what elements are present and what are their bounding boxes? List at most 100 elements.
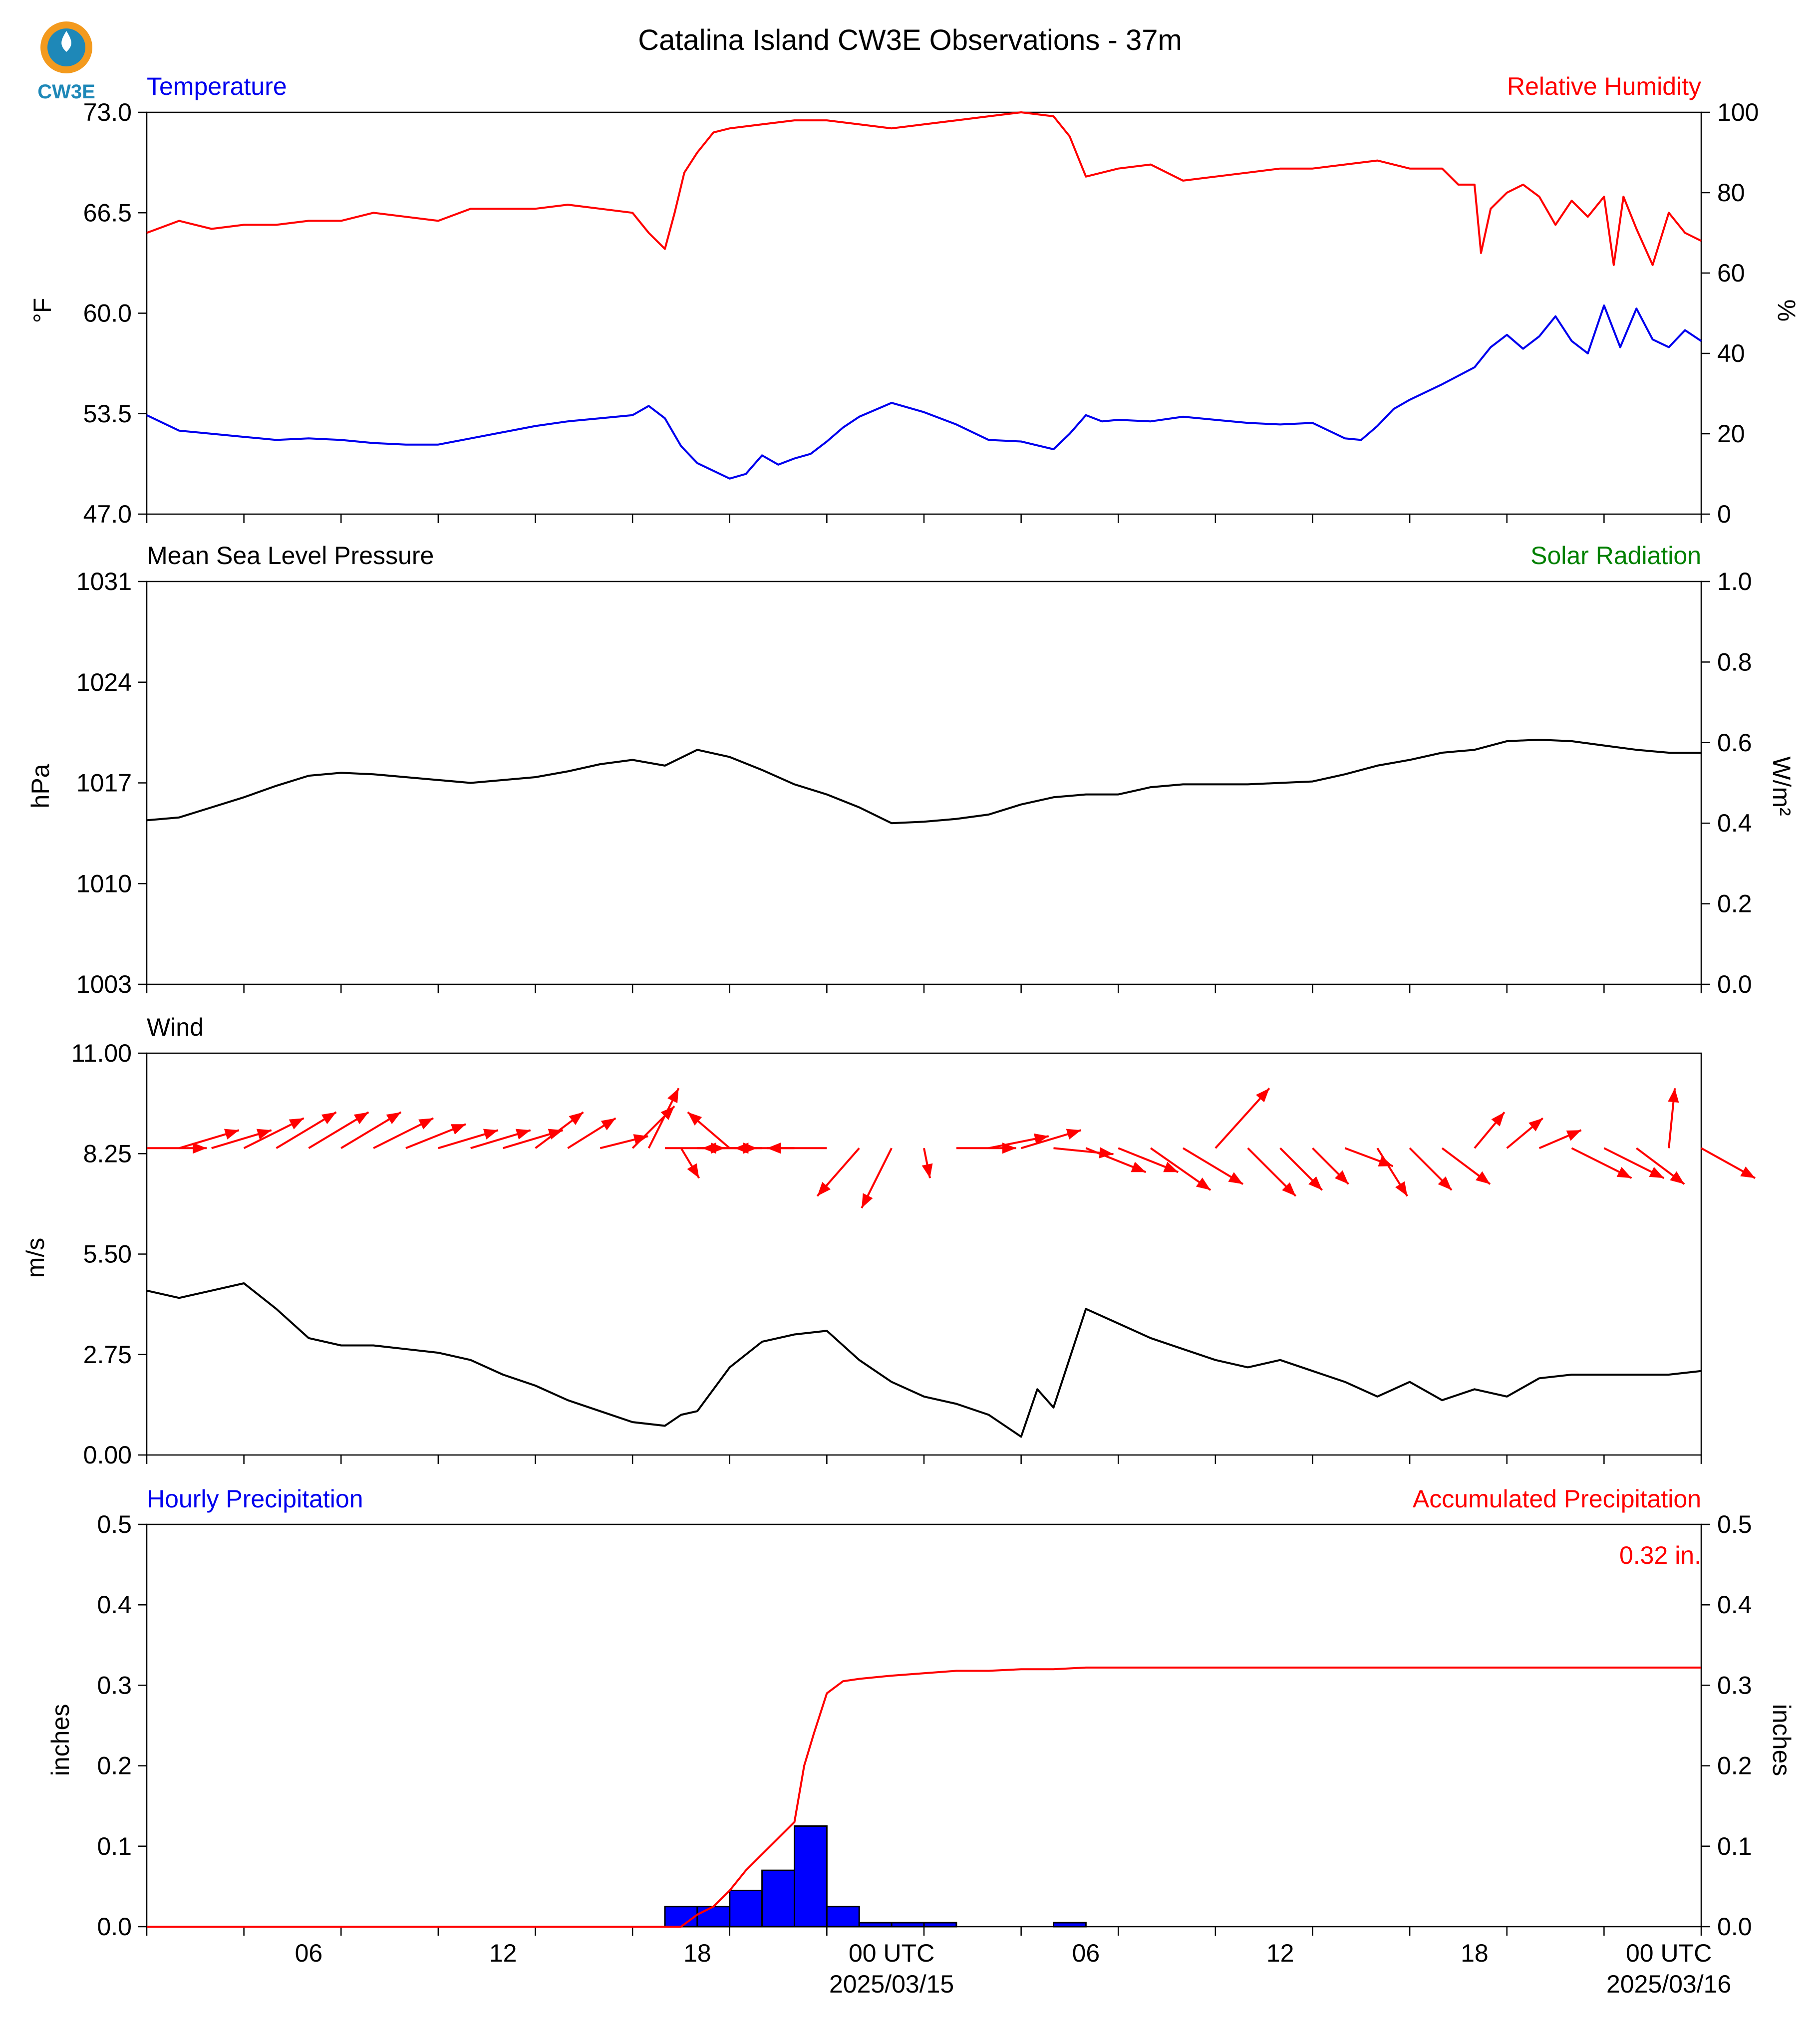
pressure-label: Mean Sea Level Pressure — [147, 542, 434, 570]
x-tick-label: 00 UTC — [1626, 1939, 1712, 1967]
y-tick-label: 0.3 — [97, 1671, 132, 1699]
wind-arrow-head — [1438, 1176, 1452, 1190]
y-tick-label: 1017 — [76, 769, 132, 797]
precip-bar — [891, 1922, 925, 1928]
temperature-humidity-series-line-1 — [146, 111, 1702, 266]
precip-bar — [794, 1825, 828, 1928]
wind-arrow-head — [1034, 1133, 1049, 1145]
y-tick-label: 60.0 — [83, 299, 132, 327]
plot-frame — [146, 111, 1702, 515]
wind-arrow-head — [702, 1143, 716, 1154]
y-tick-label: 1003 — [76, 970, 132, 998]
precip-unit-label-right: inches — [1768, 1704, 1796, 1776]
wind-arrow-head — [1334, 1170, 1349, 1184]
wind-arrow-head — [1649, 1166, 1664, 1178]
y-right-tick-label: 1.0 — [1717, 568, 1752, 595]
wind-arrow-head — [1566, 1130, 1581, 1141]
y-right-tick-label: 0.6 — [1717, 729, 1752, 757]
y-tick-label: 66.5 — [83, 199, 132, 227]
temperature-humidity-series-line-0 — [146, 304, 1702, 480]
wind-arrow-head — [817, 1181, 831, 1196]
x-tick-label: 18 — [683, 1939, 711, 1967]
precip-bar — [696, 1906, 731, 1928]
wind-arrow-head — [1196, 1177, 1211, 1190]
y-right-tick-label: 0.2 — [1717, 1752, 1752, 1780]
y-tick-label: 5.50 — [83, 1240, 132, 1268]
precip-bar — [729, 1889, 763, 1928]
wind-arrow-head — [386, 1112, 401, 1125]
y-right-tick-label: 0.1 — [1717, 1832, 1752, 1860]
x-date-label: 2025/03/15 — [829, 1970, 954, 1998]
wind-arrow-head — [1066, 1129, 1081, 1140]
y-tick-label: 11.00 — [71, 1039, 132, 1067]
temperature-unit-label: °F — [28, 298, 56, 323]
y-right-tick-label: 0.0 — [1717, 1913, 1752, 1941]
wind-arrow-head — [1255, 1088, 1269, 1103]
y-right-tick-label: 20 — [1717, 420, 1745, 448]
wind-arrow-head — [289, 1118, 304, 1130]
logo-drop-icon — [61, 31, 71, 52]
wind-arrow-head — [353, 1112, 369, 1125]
wind-arrow-head — [687, 1112, 702, 1126]
cw3e-logo: CW3E — [37, 21, 95, 103]
y-right-tick-label: 0.8 — [1717, 648, 1752, 676]
wind-arrow-head — [1228, 1172, 1243, 1184]
y-tick-label: 0.00 — [83, 1441, 132, 1469]
solar-unit-label: W/m² — [1768, 756, 1796, 816]
hourly-precip-label: Hourly Precipitation — [147, 1485, 363, 1513]
wind-arrow-head — [1491, 1112, 1505, 1127]
x-tick-label: 18 — [1461, 1939, 1489, 1967]
wind-arrow-head — [1395, 1181, 1408, 1196]
wind-arrow-head — [321, 1112, 336, 1125]
x-tick-label: 12 — [489, 1939, 517, 1967]
wind-arrow-head — [451, 1124, 466, 1135]
wind-arrow-head — [1528, 1118, 1543, 1132]
precip-bar — [664, 1906, 698, 1928]
accum-precip-label: Accumulated Precipitation — [1413, 1485, 1701, 1513]
y-right-tick-label: 0.3 — [1717, 1671, 1752, 1699]
y-right-tick-label: 0 — [1717, 500, 1731, 528]
y-tick-label: 0.1 — [97, 1832, 132, 1860]
pressure-solar-panel: Mean Sea Level Pressure Solar Radiation … — [26, 542, 1796, 998]
y-tick-label: 8.25 — [83, 1140, 132, 1167]
wind-arrow-head — [1308, 1176, 1322, 1190]
plot-frame — [146, 580, 1702, 985]
precip-unit-label-left: inches — [46, 1704, 74, 1776]
precip-bar — [858, 1922, 893, 1928]
plot-frame — [146, 1052, 1702, 1456]
y-right-tick-label: 0.5 — [1717, 1510, 1752, 1538]
y-right-tick-label: 0.4 — [1717, 809, 1752, 837]
wind-arrow-head — [921, 1163, 933, 1178]
y-right-tick-label: 0.4 — [1717, 1591, 1752, 1619]
wind-arrow-head — [667, 1088, 679, 1104]
wind-arrow-head — [862, 1193, 873, 1208]
x-tick-label: 06 — [295, 1939, 323, 1967]
x-date-label: 2025/03/16 — [1606, 1970, 1731, 1998]
y-right-tick-label: 0.2 — [1717, 890, 1752, 918]
y-tick-label: 0.2 — [97, 1752, 132, 1780]
wind-arrow-head — [1668, 1088, 1679, 1103]
pressure-solar-series-line-0 — [146, 739, 1701, 825]
y-tick-label: 2.75 — [83, 1341, 132, 1369]
y-tick-label: 47.0 — [83, 500, 132, 528]
y-tick-label: 0.4 — [97, 1591, 132, 1619]
wind-unit-label: m/s — [21, 1238, 49, 1278]
y-right-tick-label: 100 — [1717, 98, 1759, 126]
precip-bar — [761, 1869, 795, 1928]
y-tick-label: 1024 — [76, 668, 132, 696]
temperature-label: Temperature — [147, 72, 287, 100]
wind-arrow-head — [1476, 1171, 1490, 1184]
wind-series-line-0 — [146, 1282, 1702, 1438]
y-tick-label: 0.5 — [97, 1510, 132, 1538]
accum-precip-line — [147, 1666, 1701, 1928]
wind-arrow-head — [660, 1106, 675, 1120]
precip-bar — [923, 1922, 957, 1928]
wind-arrow-head — [601, 1118, 616, 1131]
y-tick-label: 1031 — [76, 568, 132, 595]
wind-arrow-head — [515, 1129, 531, 1140]
precip-bar — [1053, 1922, 1087, 1928]
wind-arrow-head — [1282, 1182, 1296, 1196]
wind-arrow-head — [734, 1143, 749, 1154]
wind-arrow-head — [483, 1129, 498, 1140]
y-right-tick-label: 80 — [1717, 179, 1745, 207]
